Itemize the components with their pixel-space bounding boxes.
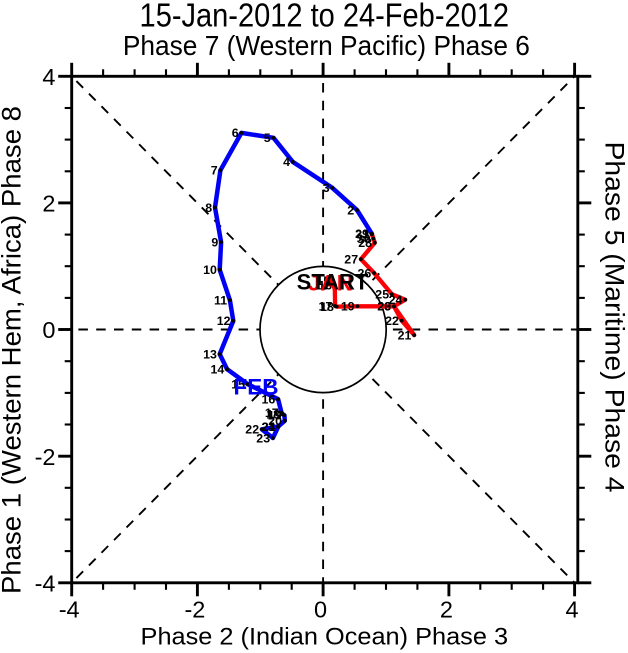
svg-text:29: 29	[355, 227, 369, 241]
svg-text:11: 11	[214, 294, 227, 308]
svg-text:31: 31	[355, 228, 369, 242]
svg-text:-4: -4	[59, 596, 80, 622]
svg-text:FEB: FEB	[234, 375, 279, 400]
svg-text:23: 23	[256, 431, 270, 445]
svg-text:19: 19	[341, 300, 355, 314]
svg-text:13: 13	[203, 347, 217, 361]
svg-text:21: 21	[262, 420, 276, 434]
svg-text:19: 19	[268, 409, 282, 423]
svg-text:0: 0	[42, 317, 55, 343]
svg-text:22: 22	[245, 423, 259, 437]
svg-text:Phase 5 (Maritime) Phase 4: Phase 5 (Maritime) Phase 4	[600, 142, 628, 493]
svg-text:21: 21	[398, 328, 412, 342]
svg-text:4: 4	[566, 596, 579, 622]
svg-text:Phase 2 (Indian Ocean) Phase 3: Phase 2 (Indian Ocean) Phase 3	[141, 623, 509, 650]
svg-text:8: 8	[205, 201, 212, 215]
svg-text:4: 4	[42, 64, 55, 90]
svg-text:20: 20	[268, 414, 282, 428]
svg-text:2: 2	[347, 203, 354, 217]
svg-text:1: 1	[362, 227, 369, 241]
svg-text:2: 2	[440, 596, 453, 622]
svg-text:6: 6	[232, 126, 239, 140]
svg-text:-2: -2	[184, 596, 205, 622]
svg-text:22: 22	[385, 314, 399, 328]
svg-text:20: 20	[377, 300, 391, 314]
svg-text:5: 5	[264, 131, 271, 145]
svg-text:Phase 7 (Western Pacific) Phas: Phase 7 (Western Pacific) Phase 6	[123, 30, 530, 61]
svg-text:Phase 1 (Western Hem, Africa): Phase 1 (Western Hem, Africa) Phase 8	[0, 106, 27, 594]
svg-text:24: 24	[389, 293, 403, 307]
svg-text:7: 7	[211, 164, 218, 178]
svg-text:10: 10	[203, 263, 217, 277]
svg-text:30: 30	[357, 232, 371, 246]
svg-text:3: 3	[323, 181, 330, 195]
svg-text:15: 15	[316, 274, 330, 288]
svg-text:18: 18	[266, 408, 280, 422]
svg-text:16: 16	[262, 393, 276, 407]
svg-text:24: 24	[262, 420, 276, 434]
svg-text:15: 15	[231, 378, 245, 392]
svg-text:-2: -2	[35, 444, 56, 470]
svg-text:26: 26	[358, 266, 372, 280]
svg-text:15-Jan-2012 to 24-Feb-2012: 15-Jan-2012 to 24-Feb-2012	[140, 0, 510, 34]
svg-text:17: 17	[265, 406, 279, 420]
svg-text:16: 16	[318, 279, 332, 293]
svg-text:START: START	[297, 270, 369, 295]
svg-text:28: 28	[358, 236, 372, 250]
svg-text:18: 18	[320, 300, 334, 314]
svg-text:12: 12	[217, 314, 231, 328]
svg-text:17: 17	[319, 299, 333, 313]
svg-text:2: 2	[42, 191, 55, 217]
svg-text:-4: -4	[35, 570, 56, 596]
svg-text:9: 9	[211, 235, 218, 249]
svg-text:4: 4	[283, 155, 290, 169]
svg-text:25: 25	[375, 288, 389, 302]
svg-text:23: 23	[377, 300, 391, 314]
svg-text:14: 14	[211, 363, 225, 377]
svg-text:JAN: JAN	[308, 271, 353, 296]
svg-text:27: 27	[344, 253, 358, 267]
svg-text:0: 0	[314, 596, 327, 622]
